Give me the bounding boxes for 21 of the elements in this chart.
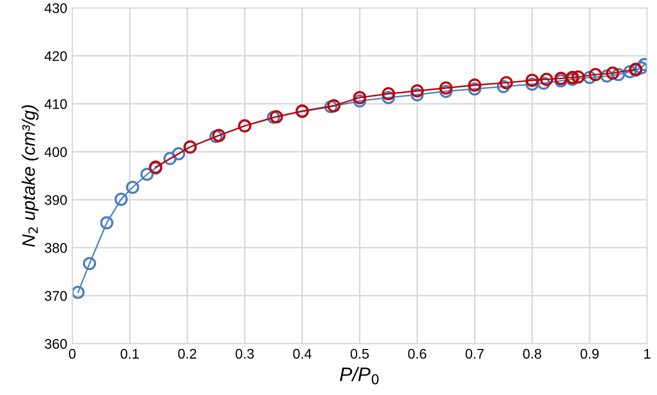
y-tick-label: 370 bbox=[44, 291, 67, 301]
x-tick-label: 0.9 bbox=[580, 348, 599, 359]
y-tick-label: 390 bbox=[44, 195, 67, 205]
y-tick-label: 380 bbox=[44, 243, 67, 253]
x-tick-label: 0.1 bbox=[120, 348, 139, 359]
x-tick-label: 0 bbox=[68, 348, 76, 359]
x-tick-label: 0.2 bbox=[178, 348, 196, 359]
x-tick-label: 0.7 bbox=[466, 348, 484, 359]
y-tick-label: 410 bbox=[44, 99, 67, 109]
y-tick-label: 430 bbox=[44, 3, 67, 14]
x-tick-label: 0.5 bbox=[350, 348, 369, 359]
x-tick-label: 0.8 bbox=[523, 348, 542, 359]
x-axis-title: P/P$_{0}$ bbox=[340, 366, 379, 384]
y-tick-label: 420 bbox=[44, 51, 67, 62]
y-tick-label: 360 bbox=[44, 338, 67, 349]
x-tick-label: 0.4 bbox=[293, 348, 312, 359]
x-tick-label: 0.6 bbox=[408, 348, 426, 359]
y-axis-title: N$_{2}$ uptake (cm³/g) bbox=[22, 105, 39, 247]
y-tick-label: 400 bbox=[44, 147, 67, 157]
x-tick-label: 0.3 bbox=[236, 348, 254, 359]
x-tick-label: 1 bbox=[644, 349, 650, 359]
